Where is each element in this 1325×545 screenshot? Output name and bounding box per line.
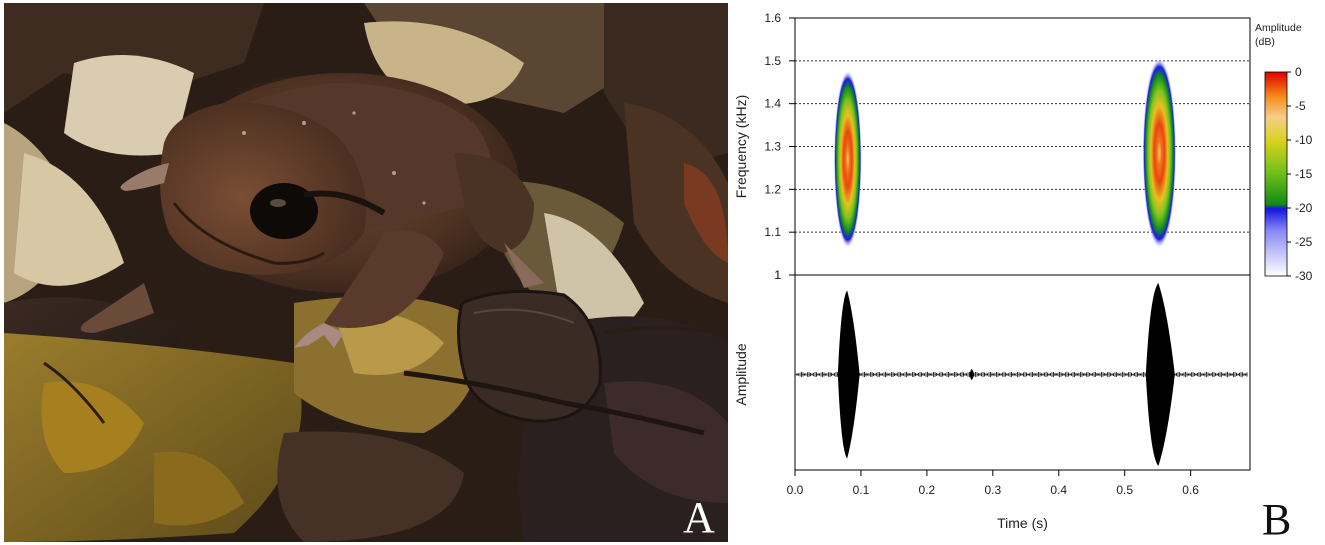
spectrogram-note [833,69,862,249]
time-tick-label: 0.0 [787,483,804,497]
frequency-tick-label: 1.3 [764,140,781,154]
colorbar-tick-label: -5 [1295,99,1306,113]
time-tick-label: 0.4 [1050,483,1067,497]
colorbar-tick-label: 0 [1295,65,1302,79]
oscillogram-pulse [969,369,975,380]
frequency-tick-label: 1.1 [764,225,781,239]
frog-photo [4,3,728,542]
colorbar-title: Amplitude [1255,22,1302,34]
amplitude-tick-label: 1 [774,268,781,282]
eye-icon [250,183,318,239]
oscillogram-pulse [1145,283,1175,466]
oscillogram-pulse [837,290,860,459]
colorbar-tick-label: -10 [1295,133,1313,147]
frequency-tick-label: 1.5 [764,54,781,68]
colorbar-tick-label: -30 [1295,269,1313,283]
time-tick-label: 0.2 [919,483,936,497]
panel-label-a: A [683,493,715,542]
colorbar-tick-label: -25 [1295,235,1313,249]
amplitude-axis-label: Amplitude [733,343,749,405]
panel-label-b: B [1262,495,1292,544]
colorbar-tick-label: -15 [1295,167,1313,181]
spectrogram-panel: 1 1.1 1.2 1.3 1.4 1.5 1.6 Frequency (kHz) [733,11,1251,282]
time-axis-label: Time (s) [997,515,1048,531]
colorbar-gradient [1264,71,1288,277]
colorbar-legend: Amplitude (dB) 0 -5 -10 -15 -20 -25 -30 [1255,22,1313,283]
frequency-tick-label: 1 [774,268,781,282]
time-tick-label: 0.5 [1116,483,1133,497]
time-tick-label: 0.6 [1182,483,1199,497]
frequency-tick-label: 1.2 [764,182,781,196]
time-tick-label: 0.3 [984,483,1001,497]
frequency-tick-label: 1.4 [764,97,781,111]
colorbar-unit: (dB) [1255,36,1275,48]
frequency-tick-label: 1.6 [764,11,781,25]
time-tick-label: 0.1 [853,483,870,497]
colorbar-tick-label: -20 [1295,201,1313,215]
oscillogram-frame [794,274,1251,471]
audio-figure: 1 1.1 1.2 1.3 1.4 1.5 1.6 Frequency (kHz) 1 Ampl… [733,11,1313,531]
oscillogram-panel: 1 Amplitude 0.0 0.1 0.2 0.3 0.4 0.5 0.6 Time (s) [733,268,1251,531]
frequency-axis-label: Frequency (kHz) [733,95,749,198]
spectrogram-note [1142,57,1177,249]
oscillogram-noise [796,371,1248,378]
frog [80,73,544,348]
